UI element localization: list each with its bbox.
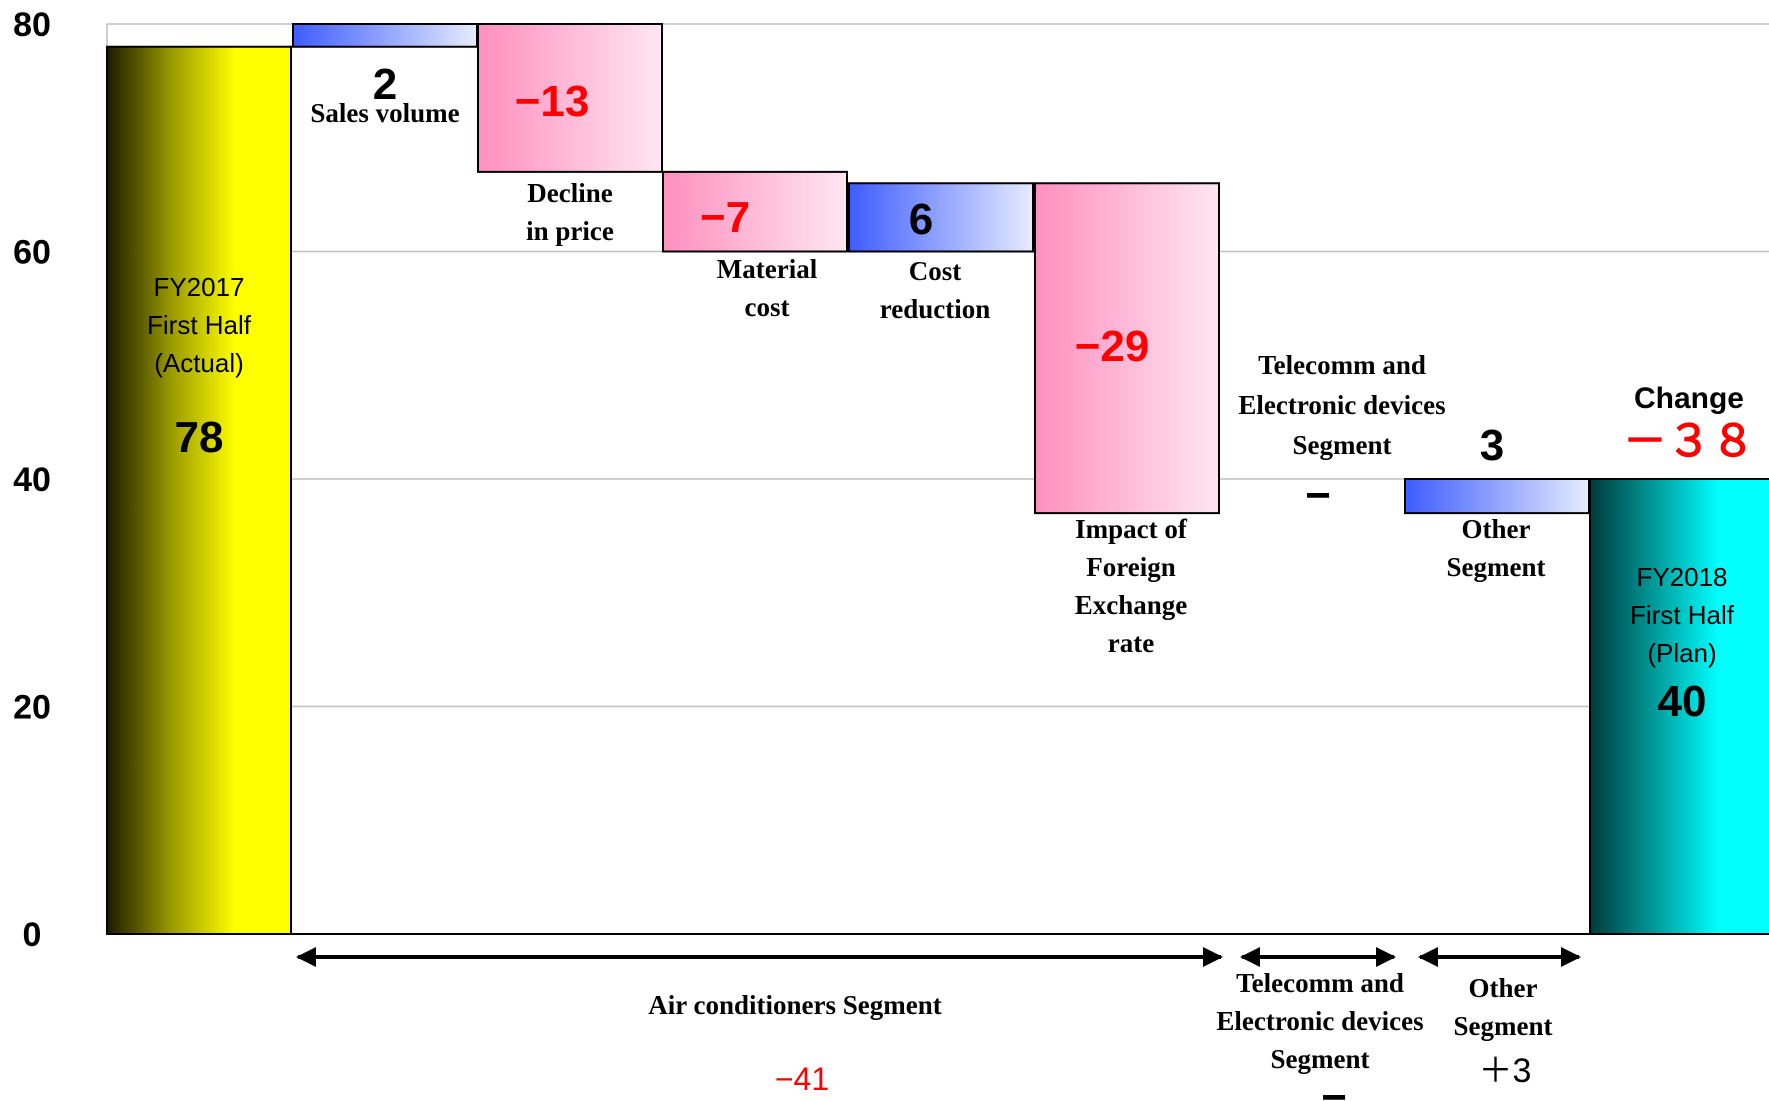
step-5-label-line-1: Impact of <box>1075 514 1188 544</box>
step-6-label-line-1: Telecomm and <box>1258 350 1426 380</box>
segment-1-value: −41 <box>775 1061 829 1097</box>
segment-3-name-line-1: Other <box>1469 973 1538 1003</box>
step-7-label-line-2: Segment <box>1447 552 1546 582</box>
segment-3-value: ＋3 <box>1479 1052 1532 1090</box>
start-bar-label-line-1: FY2017 <box>153 272 244 302</box>
end-bar-label-line-3: (Plan) <box>1647 638 1716 668</box>
segment-2-value: − <box>1321 1073 1347 1101</box>
step-7-value: 3 <box>1480 421 1504 470</box>
segment-2-name-line-3: Segment <box>1271 1044 1370 1074</box>
step-4-value: 6 <box>909 195 933 244</box>
step-5-value: −29 <box>1075 322 1150 371</box>
step-7-label-line-1: Other <box>1462 514 1531 544</box>
start-bar-value: 78 <box>175 413 224 462</box>
step-3-label-line-1: Material <box>717 254 818 284</box>
step-6-value: − <box>1305 471 1331 520</box>
end-bar-label-line-2: First Half <box>1630 600 1735 630</box>
segment-annotations: Air conditioners Segment −41 Telecomm and E… <box>296 947 1581 1101</box>
step-5-label-line-2: Foreign <box>1086 552 1176 582</box>
y-tick-label-80: 80 <box>13 6 51 44</box>
step-4-label-line-1: Cost <box>909 256 962 286</box>
end-bar-label-line-1: FY2018 <box>1636 562 1727 592</box>
y-tick-label-20: 20 <box>13 689 51 727</box>
start-bar-label-line-3: (Actual) <box>154 348 244 378</box>
step-2-value: −13 <box>515 77 590 126</box>
bar-end <box>1589 478 1769 935</box>
step-5-label-line-4: rate <box>1108 628 1154 658</box>
segment-2-name-line-1: Telecomm and <box>1236 968 1404 998</box>
y-tick-label-0: 0 <box>23 916 42 954</box>
end-bar-value: 40 <box>1658 677 1707 726</box>
step-3-value: −7 <box>700 193 750 242</box>
step-1-label-line-1: Sales volume <box>310 98 459 128</box>
bar-start <box>106 45 292 935</box>
segment-1-name-line-1: Air conditioners Segment <box>648 990 941 1020</box>
y-tick-label-40: 40 <box>13 461 51 499</box>
segment-2-name-line-2: Electronic devices <box>1216 1006 1423 1036</box>
step-6-label-line-3: Segment <box>1293 430 1392 460</box>
step-1-value: 2 <box>373 60 397 109</box>
start-bar-label-line-2: First Half <box>147 310 252 340</box>
bar-step-7 <box>1404 478 1590 515</box>
bar-step-4 <box>848 182 1034 253</box>
step-2-label-line-2: in price <box>526 216 614 246</box>
bar-step-2 <box>477 23 663 173</box>
step-2-label-line-1: Decline <box>527 178 612 208</box>
step-4-label-line-2: reduction <box>880 294 991 324</box>
step-6-label-line-2: Electronic devices <box>1238 390 1445 420</box>
change-label: Change <box>1634 382 1744 415</box>
bar-step-1 <box>292 23 478 48</box>
bar-step-3 <box>662 170 848 253</box>
segment-3-name-line-2: Segment <box>1454 1011 1553 1041</box>
step-5-label-line-3: Exchange <box>1075 590 1188 620</box>
y-tick-label-60: 60 <box>13 234 51 272</box>
bar-step-5 <box>1034 182 1220 515</box>
change-value: －３８ <box>1623 417 1755 466</box>
bars <box>106 23 1769 935</box>
step-3-label-line-2: cost <box>745 292 790 322</box>
